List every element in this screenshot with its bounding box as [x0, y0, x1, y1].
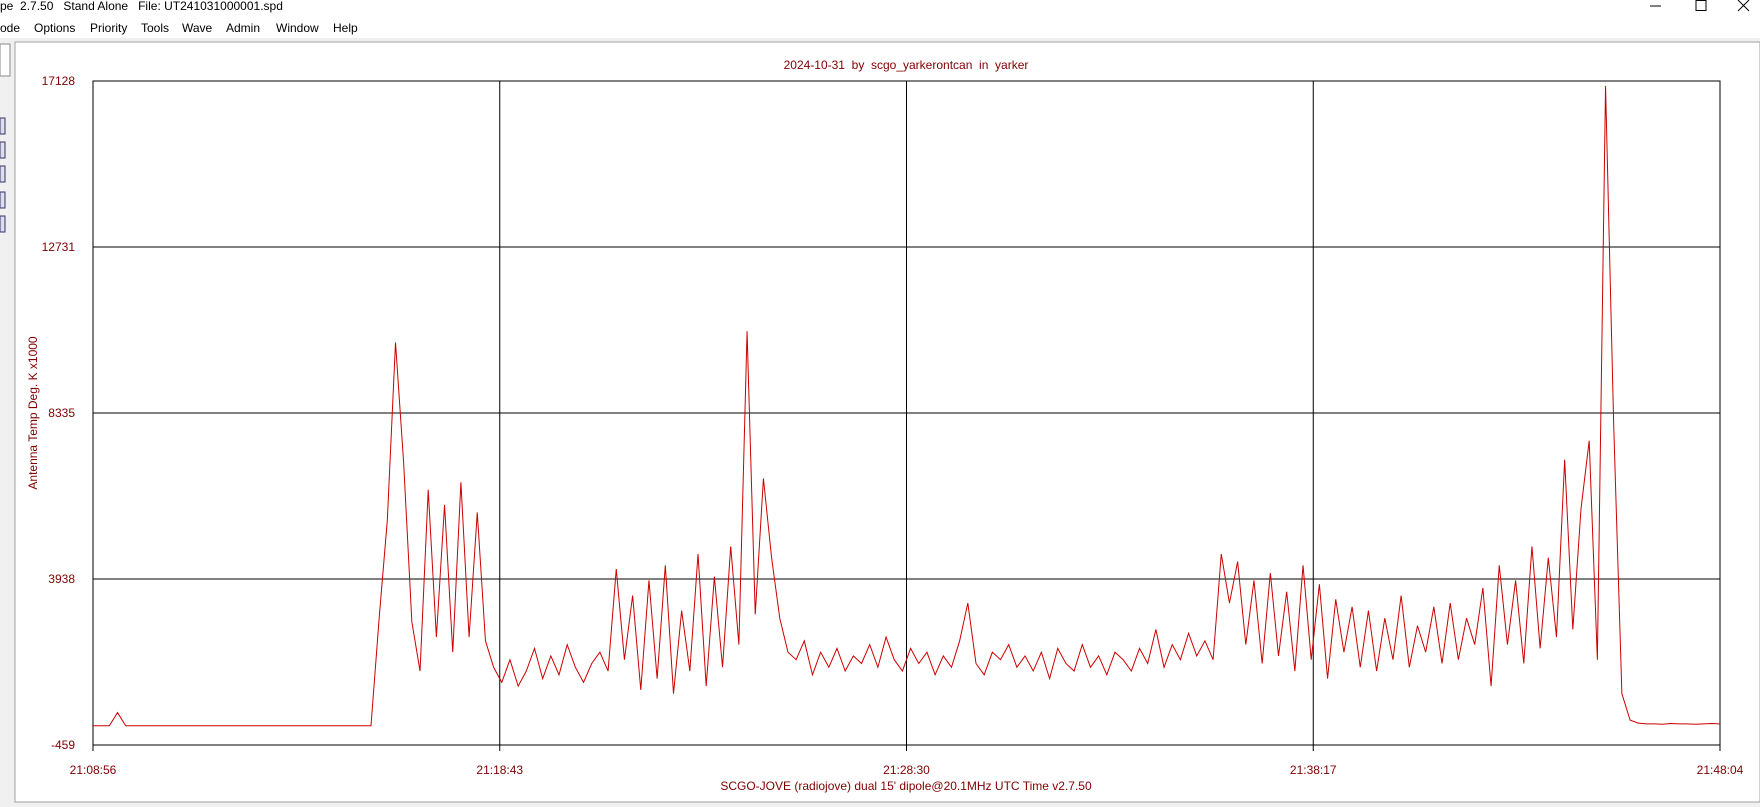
window-title: pe 2.7.50 Stand Alone File: UT2410310000…: [0, 0, 283, 13]
menu-item[interactable]: ode: [0, 21, 20, 35]
tool-icon[interactable]: [0, 141, 6, 159]
x-tick-label: 21:48:04: [1697, 763, 1744, 777]
x-axis-label: SCGO-JOVE (radiojove) dual 15' dipole@20…: [720, 779, 1092, 793]
y-tick-label: 3938: [48, 572, 75, 586]
chart-panel: [14, 41, 1760, 803]
title-bar: [0, 0, 1760, 16]
menu-item[interactable]: Priority: [90, 21, 127, 35]
y-tick-label: 12731: [42, 240, 76, 254]
menu-item[interactable]: Tools: [141, 21, 169, 35]
maximize-button[interactable]: [1695, 0, 1707, 11]
x-tick-label: 21:08:56: [70, 763, 117, 777]
x-tick-label: 21:28:30: [883, 763, 930, 777]
menu-item[interactable]: Wave: [182, 21, 213, 35]
y-axis-label: Antenna Temp Deg. K x1000: [26, 336, 40, 490]
menu-item[interactable]: Help: [333, 21, 358, 35]
x-tick-label: 21:18:43: [476, 763, 523, 777]
y-tick-label: -459: [51, 738, 75, 752]
chart-title: 2024-10-31 by scgo_yarkerontcan in yarke…: [784, 58, 1029, 72]
tool-icon[interactable]: [0, 165, 6, 183]
menu-bar: [0, 16, 1760, 38]
tool-icon[interactable]: [0, 191, 6, 209]
signal-line: [93, 85, 1721, 727]
menu: ode Options Priority Tools Wave Admin Window He…: [0, 21, 358, 35]
y-tick-label: 8335: [48, 406, 75, 420]
toolbar: [0, 117, 6, 233]
x-tick-label: 21:38:17: [1290, 763, 1337, 777]
menu-item[interactable]: Options: [34, 21, 75, 35]
close-button[interactable]: [1737, 0, 1750, 12]
y-tick-label: 17128: [42, 74, 76, 88]
menu-item[interactable]: Admin: [226, 21, 260, 35]
tool-icon[interactable]: [0, 117, 6, 135]
tool-icon[interactable]: [0, 215, 6, 233]
toolbar-button[interactable]: [0, 43, 11, 77]
menu-item[interactable]: Window: [276, 21, 319, 35]
plot: -459 3938 8335 12731 17128 21:08:56 21:18:43 21…: [42, 74, 1744, 777]
